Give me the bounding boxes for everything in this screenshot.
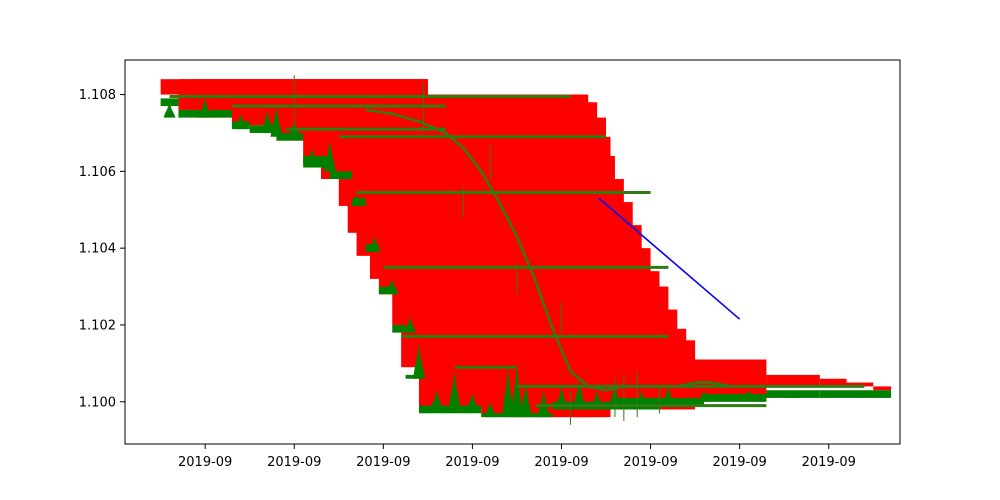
volume-spike-20 (537, 390, 550, 418)
plot-area (160, 75, 892, 425)
volume-spike-4 (270, 106, 283, 137)
bearish-bar-31 (819, 378, 847, 387)
volume-spike-14 (448, 371, 461, 410)
volume-spike-18 (510, 363, 523, 418)
bullish-bar-2 (209, 109, 232, 118)
volume-spike-7 (323, 140, 336, 172)
y-tick-label-3: 1.106 (79, 165, 116, 180)
volume-spike-1 (199, 98, 212, 118)
volume-spike-17 (502, 367, 515, 418)
bullish-bar-7 (329, 171, 353, 180)
volume-spike-21 (555, 386, 568, 410)
volume-spike-28 (742, 390, 755, 398)
volume-spike-26 (662, 386, 675, 406)
x-tick-label-7: 2019-09 (802, 455, 856, 470)
y-axis: 1.100 1.102 1.104 1.106 1.108 (79, 88, 125, 410)
bullish-bar-17 (704, 394, 767, 402)
volume-spike-27 (698, 390, 711, 402)
x-tick-label-0: 2019-09 (178, 455, 232, 470)
volume-spike-29 (787, 390, 800, 398)
x-tick-label-1: 2019-09 (267, 455, 321, 470)
x-tick-label-3: 2019-09 (445, 455, 499, 470)
bearish-bar-32 (846, 382, 874, 387)
bearish-bar-33 (873, 386, 892, 391)
x-tick-label-4: 2019-09 (534, 455, 588, 470)
plot-frame (124, 59, 901, 445)
volume-spike-22 (573, 378, 586, 410)
moving-average-line (365, 108, 749, 392)
volume-spike-11 (404, 317, 417, 333)
volume-spike-13 (430, 390, 443, 410)
bullish-bar-6 (303, 156, 330, 168)
volume-spike-16 (484, 401, 497, 418)
volume-spike-8 (350, 194, 363, 206)
bullish-bar-1 (178, 109, 206, 118)
y-tick-label-2: 1.104 (79, 242, 116, 257)
x-tick-label-2: 2019-09 (356, 455, 410, 470)
bearish-bar-30 (766, 374, 820, 387)
x-tick-label-6: 2019-09 (712, 455, 766, 470)
volume-spike-2 (234, 113, 247, 130)
level-lines (169, 94, 865, 408)
price-wicks (293, 75, 660, 425)
bullish-bar-19 (819, 390, 892, 398)
y-tick-label-4: 1.108 (79, 88, 116, 103)
volume-spike-6 (306, 148, 319, 168)
x-axis: 2019-09 2019-09 2019-09 2019-09 2019-09 2019-… (178, 444, 856, 470)
y-tick-label-1: 1.102 (79, 318, 116, 333)
volume-spike-12 (412, 344, 425, 379)
volume-spike-9 (368, 236, 381, 252)
volume-spike-19 (519, 382, 532, 418)
y-tick-label-0: 1.100 (79, 395, 116, 410)
volume-spike-0 (163, 102, 176, 118)
bullish-bar-10 (378, 286, 393, 295)
volume-spike-15 (466, 394, 479, 410)
volume-spike-10 (386, 278, 399, 295)
bullish-bar-12 (405, 374, 419, 379)
bullish-bar-11 (392, 324, 406, 333)
moving-average-layer (365, 108, 749, 392)
trend-line (598, 197, 741, 320)
trend-line-layer (598, 197, 741, 320)
bullish-bar-0 (160, 98, 179, 107)
volume-spike-3 (261, 109, 274, 133)
x-tick-label-5: 2019-09 (623, 455, 677, 470)
